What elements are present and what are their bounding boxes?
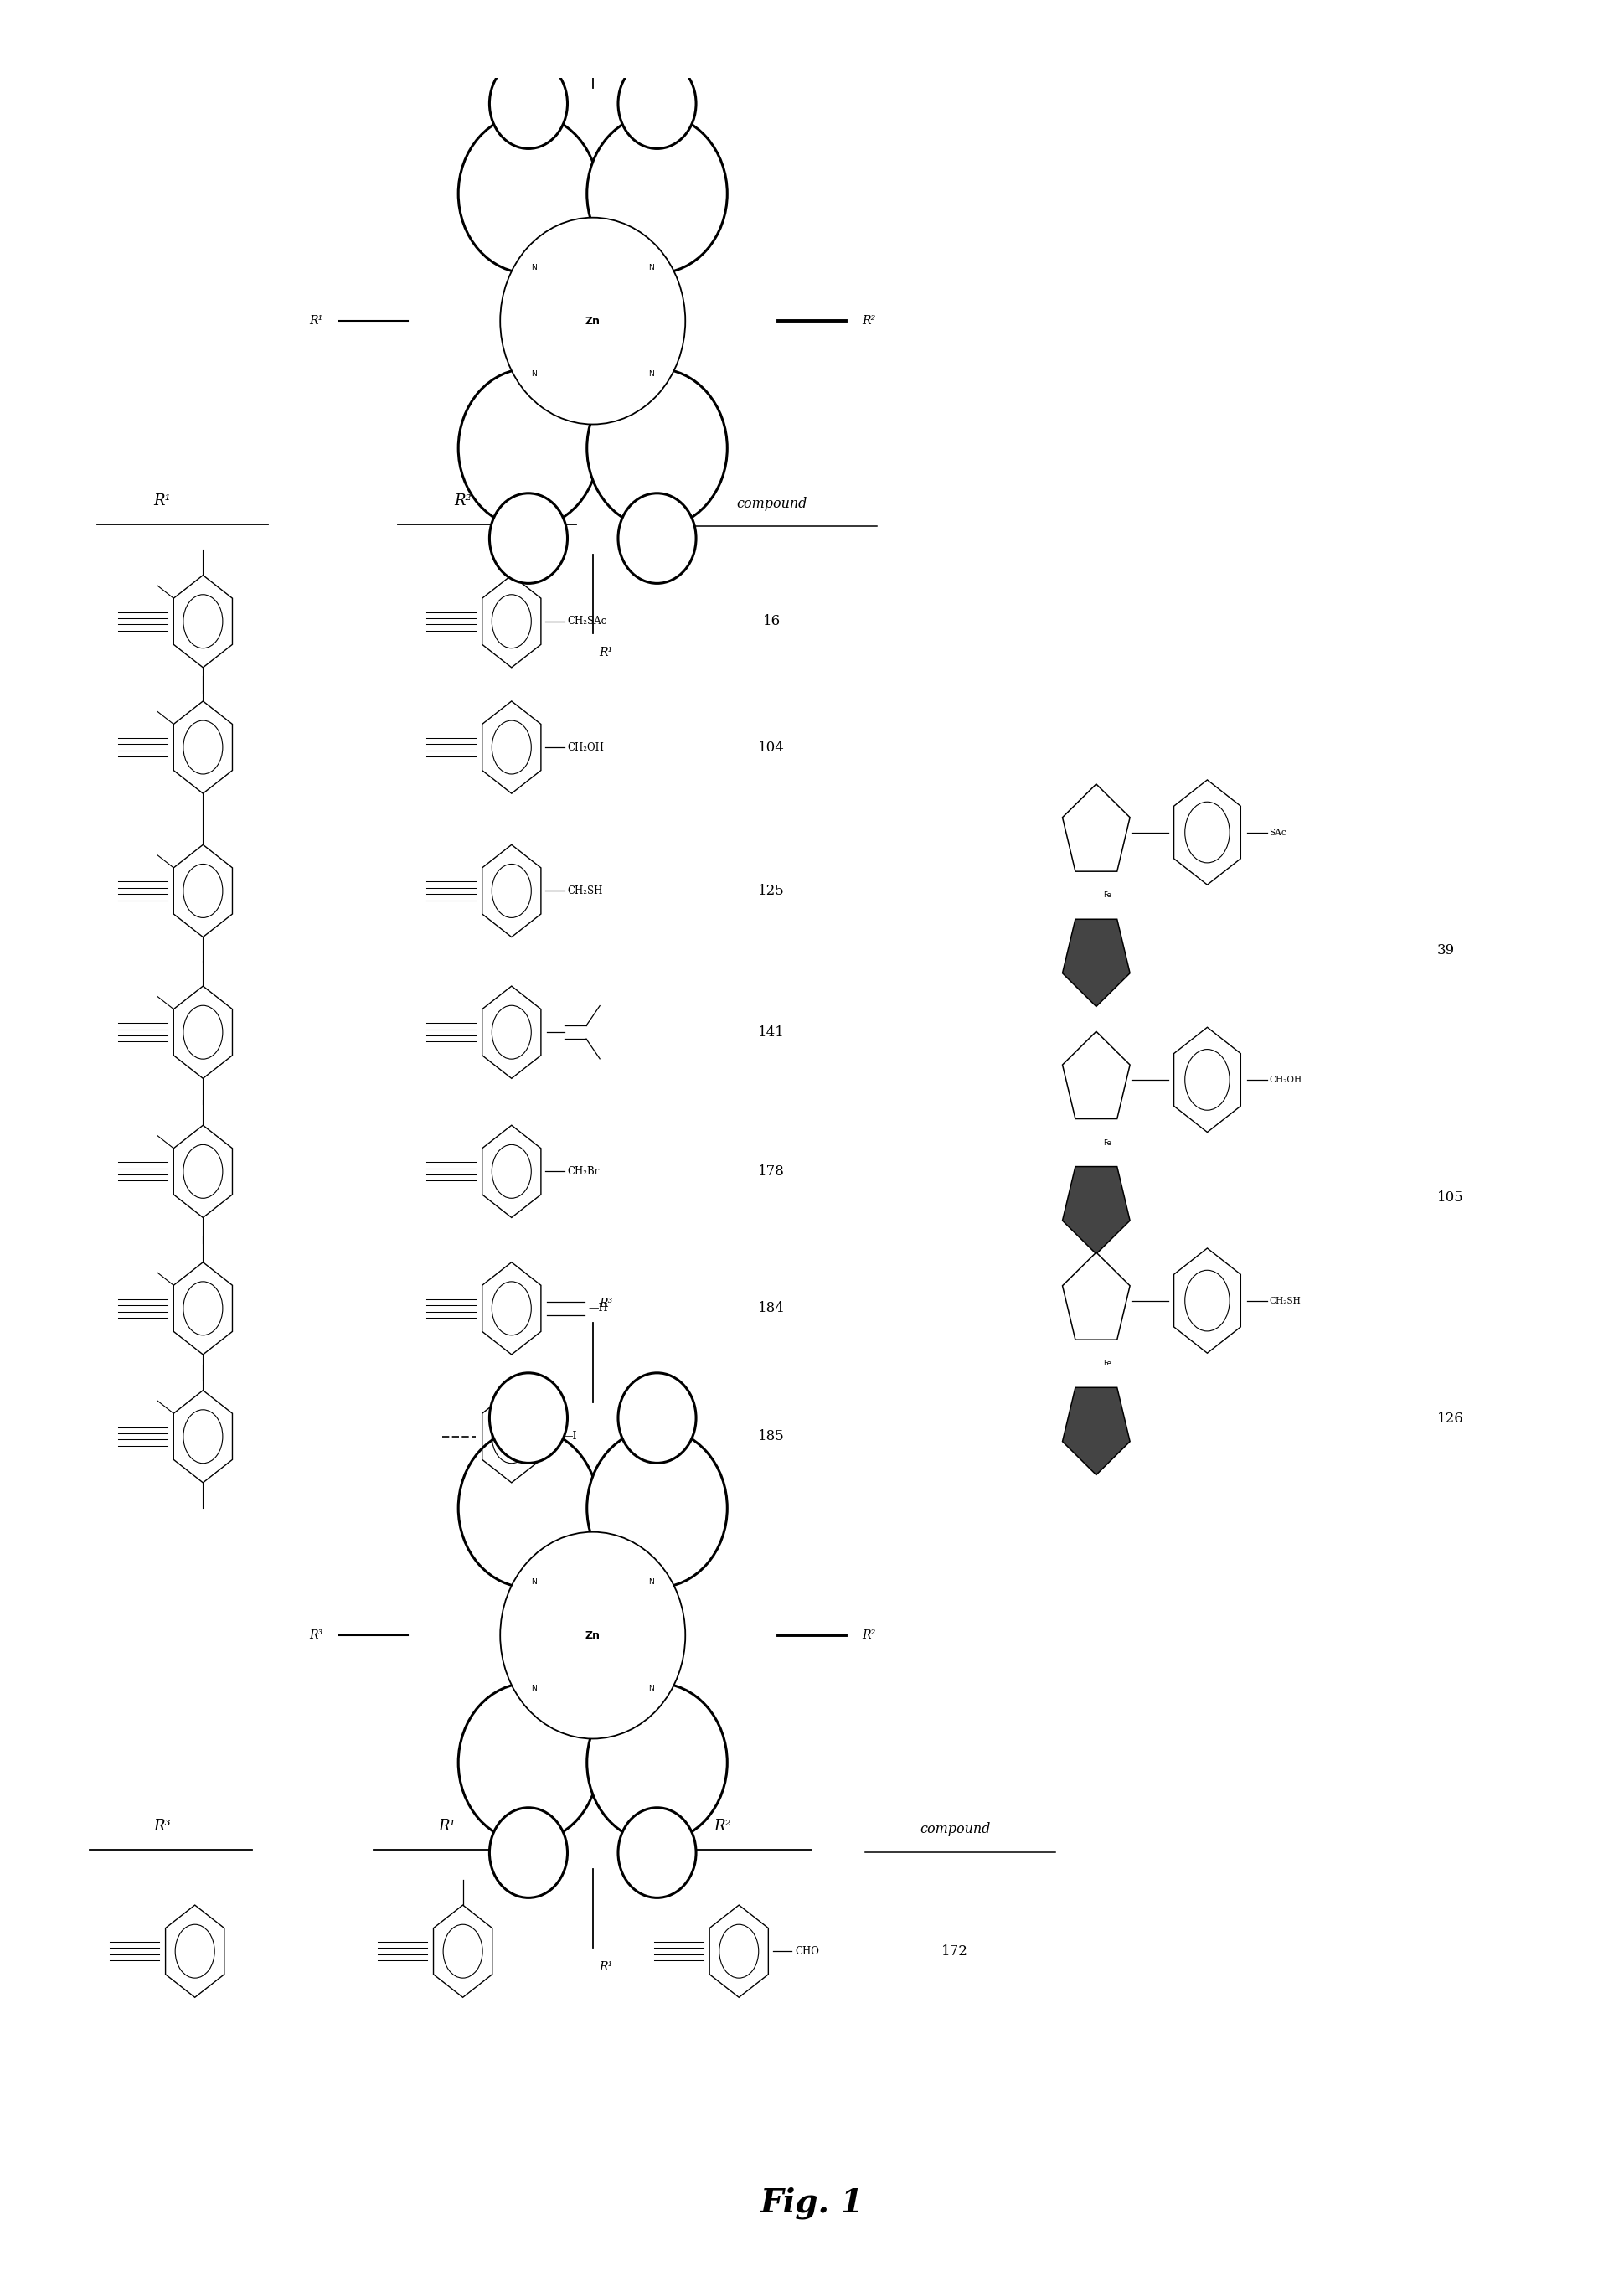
Text: 172: 172: [942, 1944, 968, 1958]
Text: 105: 105: [1437, 1192, 1463, 1205]
Text: R²: R²: [862, 1628, 875, 1642]
Text: R¹: R¹: [599, 647, 612, 659]
Ellipse shape: [500, 217, 685, 425]
Text: R²: R²: [862, 316, 875, 327]
Text: CH₂OH: CH₂OH: [1268, 1075, 1302, 1084]
Text: 126: 126: [1437, 1411, 1463, 1427]
Text: Zn: Zn: [585, 1631, 601, 1640]
Ellipse shape: [619, 59, 697, 149]
Ellipse shape: [586, 114, 728, 272]
Text: 184: 184: [758, 1301, 784, 1315]
Text: N: N: [531, 1578, 538, 1587]
Ellipse shape: [458, 1683, 599, 1841]
Text: SAc: SAc: [1268, 828, 1286, 837]
Text: —I: —I: [562, 1432, 577, 1443]
Polygon shape: [1062, 919, 1130, 1006]
Polygon shape: [1062, 784, 1130, 871]
Text: CH₂SAc: CH₂SAc: [567, 615, 607, 627]
Ellipse shape: [586, 368, 728, 528]
Ellipse shape: [489, 1807, 567, 1898]
Text: R¹: R¹: [154, 494, 171, 508]
Text: 185: 185: [758, 1429, 784, 1443]
Ellipse shape: [619, 494, 697, 583]
Polygon shape: [1062, 1253, 1130, 1340]
Ellipse shape: [586, 1683, 728, 1841]
Text: N: N: [648, 1578, 654, 1587]
Ellipse shape: [458, 114, 599, 272]
Text: R³: R³: [310, 1628, 323, 1642]
Text: N: N: [531, 370, 538, 377]
Ellipse shape: [619, 1372, 697, 1464]
Polygon shape: [1062, 1166, 1130, 1253]
Ellipse shape: [500, 1532, 685, 1738]
Text: —H: —H: [588, 1304, 607, 1313]
Text: compound: compound: [736, 496, 807, 510]
Text: R²: R²: [715, 1818, 731, 1834]
Text: N: N: [531, 1686, 538, 1692]
Text: 39: 39: [1437, 945, 1455, 958]
Text: N: N: [648, 265, 654, 272]
Text: N: N: [648, 370, 654, 377]
Text: R¹: R¹: [438, 1818, 455, 1834]
Text: CH₂Br: CH₂Br: [567, 1166, 599, 1178]
Ellipse shape: [489, 494, 567, 583]
Text: 16: 16: [763, 615, 780, 629]
Polygon shape: [1062, 1388, 1130, 1475]
Text: R²: R²: [455, 494, 471, 508]
Text: Fig. 1: Fig. 1: [760, 2186, 864, 2218]
Text: N: N: [531, 265, 538, 272]
Text: CHO: CHO: [794, 1946, 818, 1958]
Text: Zn: Zn: [585, 316, 601, 327]
Text: CH₂SH: CH₂SH: [1268, 1297, 1301, 1306]
Ellipse shape: [489, 59, 567, 149]
Text: Fe: Fe: [1103, 1361, 1111, 1368]
Ellipse shape: [458, 368, 599, 528]
Text: R¹: R¹: [599, 1962, 612, 1974]
Ellipse shape: [619, 1807, 697, 1898]
Text: 141: 141: [758, 1025, 784, 1038]
Text: compound: compound: [919, 1823, 991, 1836]
Text: CH₂SH: CH₂SH: [567, 885, 603, 897]
Text: Fe: Fe: [1103, 892, 1111, 899]
Polygon shape: [1062, 1031, 1130, 1118]
Text: 104: 104: [758, 741, 784, 755]
Text: R¹: R¹: [310, 316, 323, 327]
Text: N: N: [648, 1686, 654, 1692]
Text: 125: 125: [758, 883, 784, 899]
Text: 178: 178: [758, 1164, 784, 1178]
Text: R³: R³: [599, 1297, 612, 1308]
Ellipse shape: [489, 1372, 567, 1464]
Text: Fe: Fe: [1103, 1139, 1111, 1146]
Ellipse shape: [586, 1429, 728, 1587]
Ellipse shape: [458, 1429, 599, 1587]
Text: R³: R³: [154, 1818, 171, 1834]
Text: CH₂OH: CH₂OH: [567, 741, 604, 752]
